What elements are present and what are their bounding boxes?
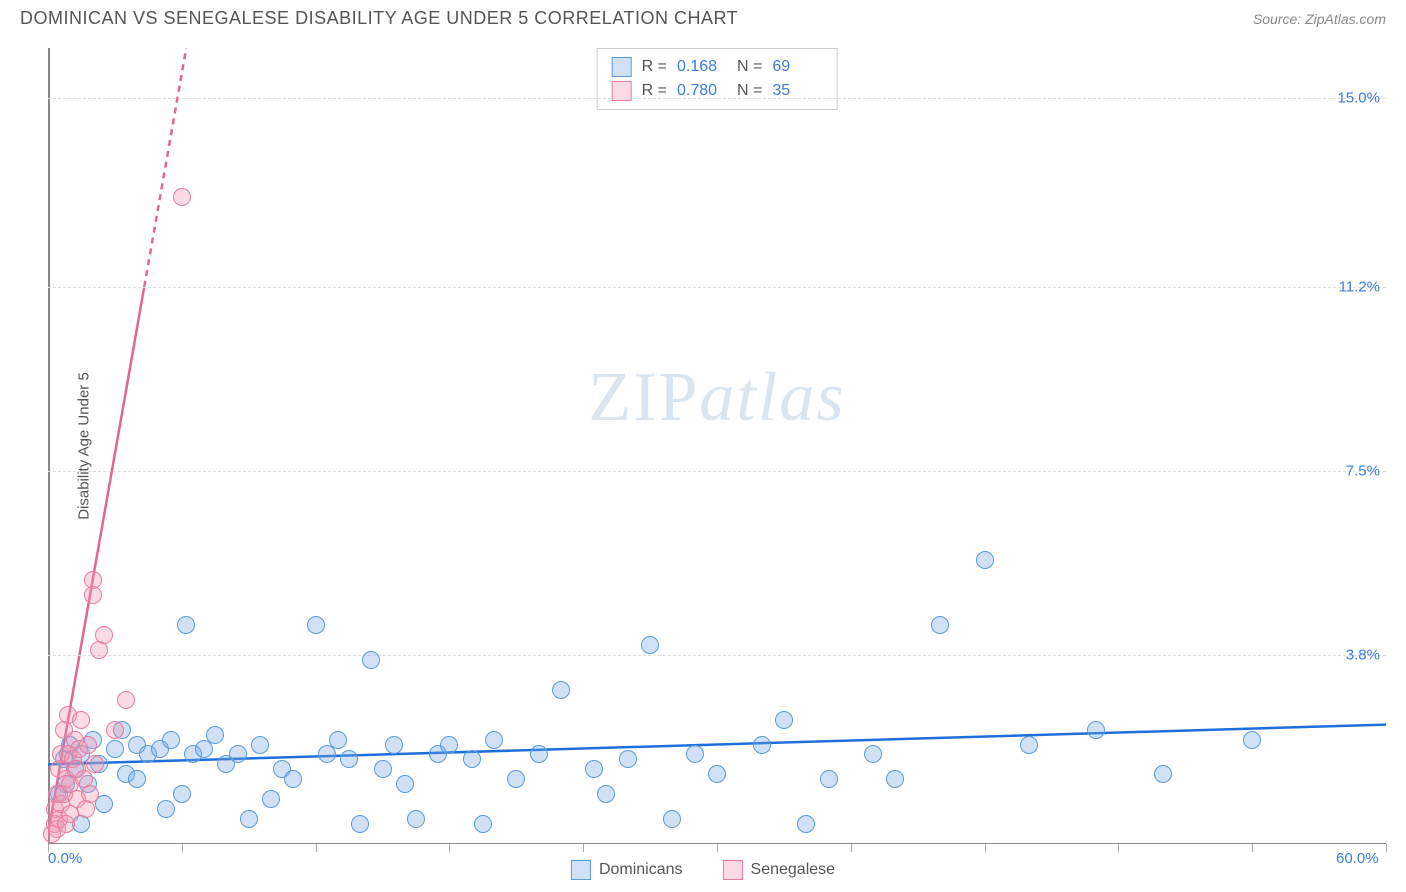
data-point <box>72 711 90 729</box>
x-tick <box>717 844 718 852</box>
x-tick <box>182 844 183 852</box>
data-point <box>753 736 771 754</box>
data-point <box>173 188 191 206</box>
chart-title: DOMINICAN VS SENEGALESE DISABILITY AGE U… <box>20 8 738 29</box>
x-tick <box>985 844 986 852</box>
data-point <box>530 745 548 763</box>
data-point <box>84 586 102 604</box>
data-point <box>976 551 994 569</box>
legend-item-senegalese: Senegalese <box>723 860 836 880</box>
data-point <box>177 616 195 634</box>
data-point <box>307 616 325 634</box>
data-point <box>396 775 414 793</box>
data-point <box>157 800 175 818</box>
data-point <box>663 810 681 828</box>
swatch-dominicans <box>571 860 591 880</box>
data-point <box>240 810 258 828</box>
swatch-senegalese <box>723 860 743 880</box>
trend-lines-layer <box>48 48 1386 844</box>
x-axis-max-label: 60.0% <box>1336 850 1379 867</box>
x-tick <box>1386 844 1387 852</box>
data-point <box>463 750 481 768</box>
gridline <box>48 287 1386 288</box>
stats-row-senegalese: R = 0.780 N = 35 <box>612 79 823 103</box>
data-point <box>597 785 615 803</box>
data-point <box>106 740 124 758</box>
data-point <box>329 731 347 749</box>
data-point <box>797 815 815 833</box>
data-point <box>284 770 302 788</box>
series-legend: Dominicans Senegalese <box>571 860 835 880</box>
data-point <box>619 750 637 768</box>
data-point <box>86 755 104 773</box>
y-tick-label: 7.5% <box>1346 462 1380 479</box>
data-point <box>507 770 525 788</box>
data-point <box>552 681 570 699</box>
data-point <box>117 691 135 709</box>
data-point <box>864 745 882 763</box>
data-point <box>318 745 336 763</box>
data-point <box>708 765 726 783</box>
data-point <box>374 760 392 778</box>
x-tick <box>583 844 584 852</box>
data-point <box>262 790 280 808</box>
x-tick <box>449 844 450 852</box>
y-tick-label: 3.8% <box>1346 646 1380 663</box>
data-point <box>362 651 380 669</box>
data-point <box>931 616 949 634</box>
gridline <box>48 655 1386 656</box>
correlation-stats-legend: R = 0.168 N = 69 R = 0.780 N = 35 <box>597 48 838 110</box>
data-point <box>251 736 269 754</box>
data-point <box>79 736 97 754</box>
data-point <box>641 636 659 654</box>
y-axis-line <box>48 48 50 844</box>
data-point <box>1154 765 1172 783</box>
data-point <box>407 810 425 828</box>
x-axis-min-label: 0.0% <box>48 850 82 867</box>
x-tick <box>1118 844 1119 852</box>
data-point <box>206 726 224 744</box>
data-point <box>485 731 503 749</box>
data-point <box>162 731 180 749</box>
data-point <box>229 745 247 763</box>
stats-row-dominicans: R = 0.168 N = 69 <box>612 55 823 79</box>
data-point <box>106 721 124 739</box>
x-tick <box>851 844 852 852</box>
data-point <box>775 711 793 729</box>
data-point <box>1243 731 1261 749</box>
legend-item-dominicans: Dominicans <box>571 860 683 880</box>
data-point <box>1087 721 1105 739</box>
data-point <box>585 760 603 778</box>
data-point <box>886 770 904 788</box>
x-tick <box>1252 844 1253 852</box>
swatch-dominicans <box>612 57 632 77</box>
data-point <box>820 770 838 788</box>
source-attribution: Source: ZipAtlas.com <box>1253 11 1386 27</box>
data-point <box>128 770 146 788</box>
data-point <box>1020 736 1038 754</box>
data-point <box>351 815 369 833</box>
data-point <box>195 740 213 758</box>
gridline <box>48 471 1386 472</box>
data-point <box>81 785 99 803</box>
y-tick-label: 11.2% <box>1339 278 1380 295</box>
data-point <box>474 815 492 833</box>
data-point <box>173 785 191 803</box>
data-point <box>340 750 358 768</box>
x-tick <box>316 844 317 852</box>
gridline <box>48 98 1386 99</box>
data-point <box>385 736 403 754</box>
chart-plot-area: ZIPatlas R = 0.168 N = 69 R = 0.780 N = … <box>48 48 1386 844</box>
data-point <box>440 736 458 754</box>
y-tick-label: 15.0% <box>1337 89 1380 106</box>
watermark: ZIPatlas <box>588 358 845 438</box>
data-point <box>686 745 704 763</box>
data-point <box>95 626 113 644</box>
